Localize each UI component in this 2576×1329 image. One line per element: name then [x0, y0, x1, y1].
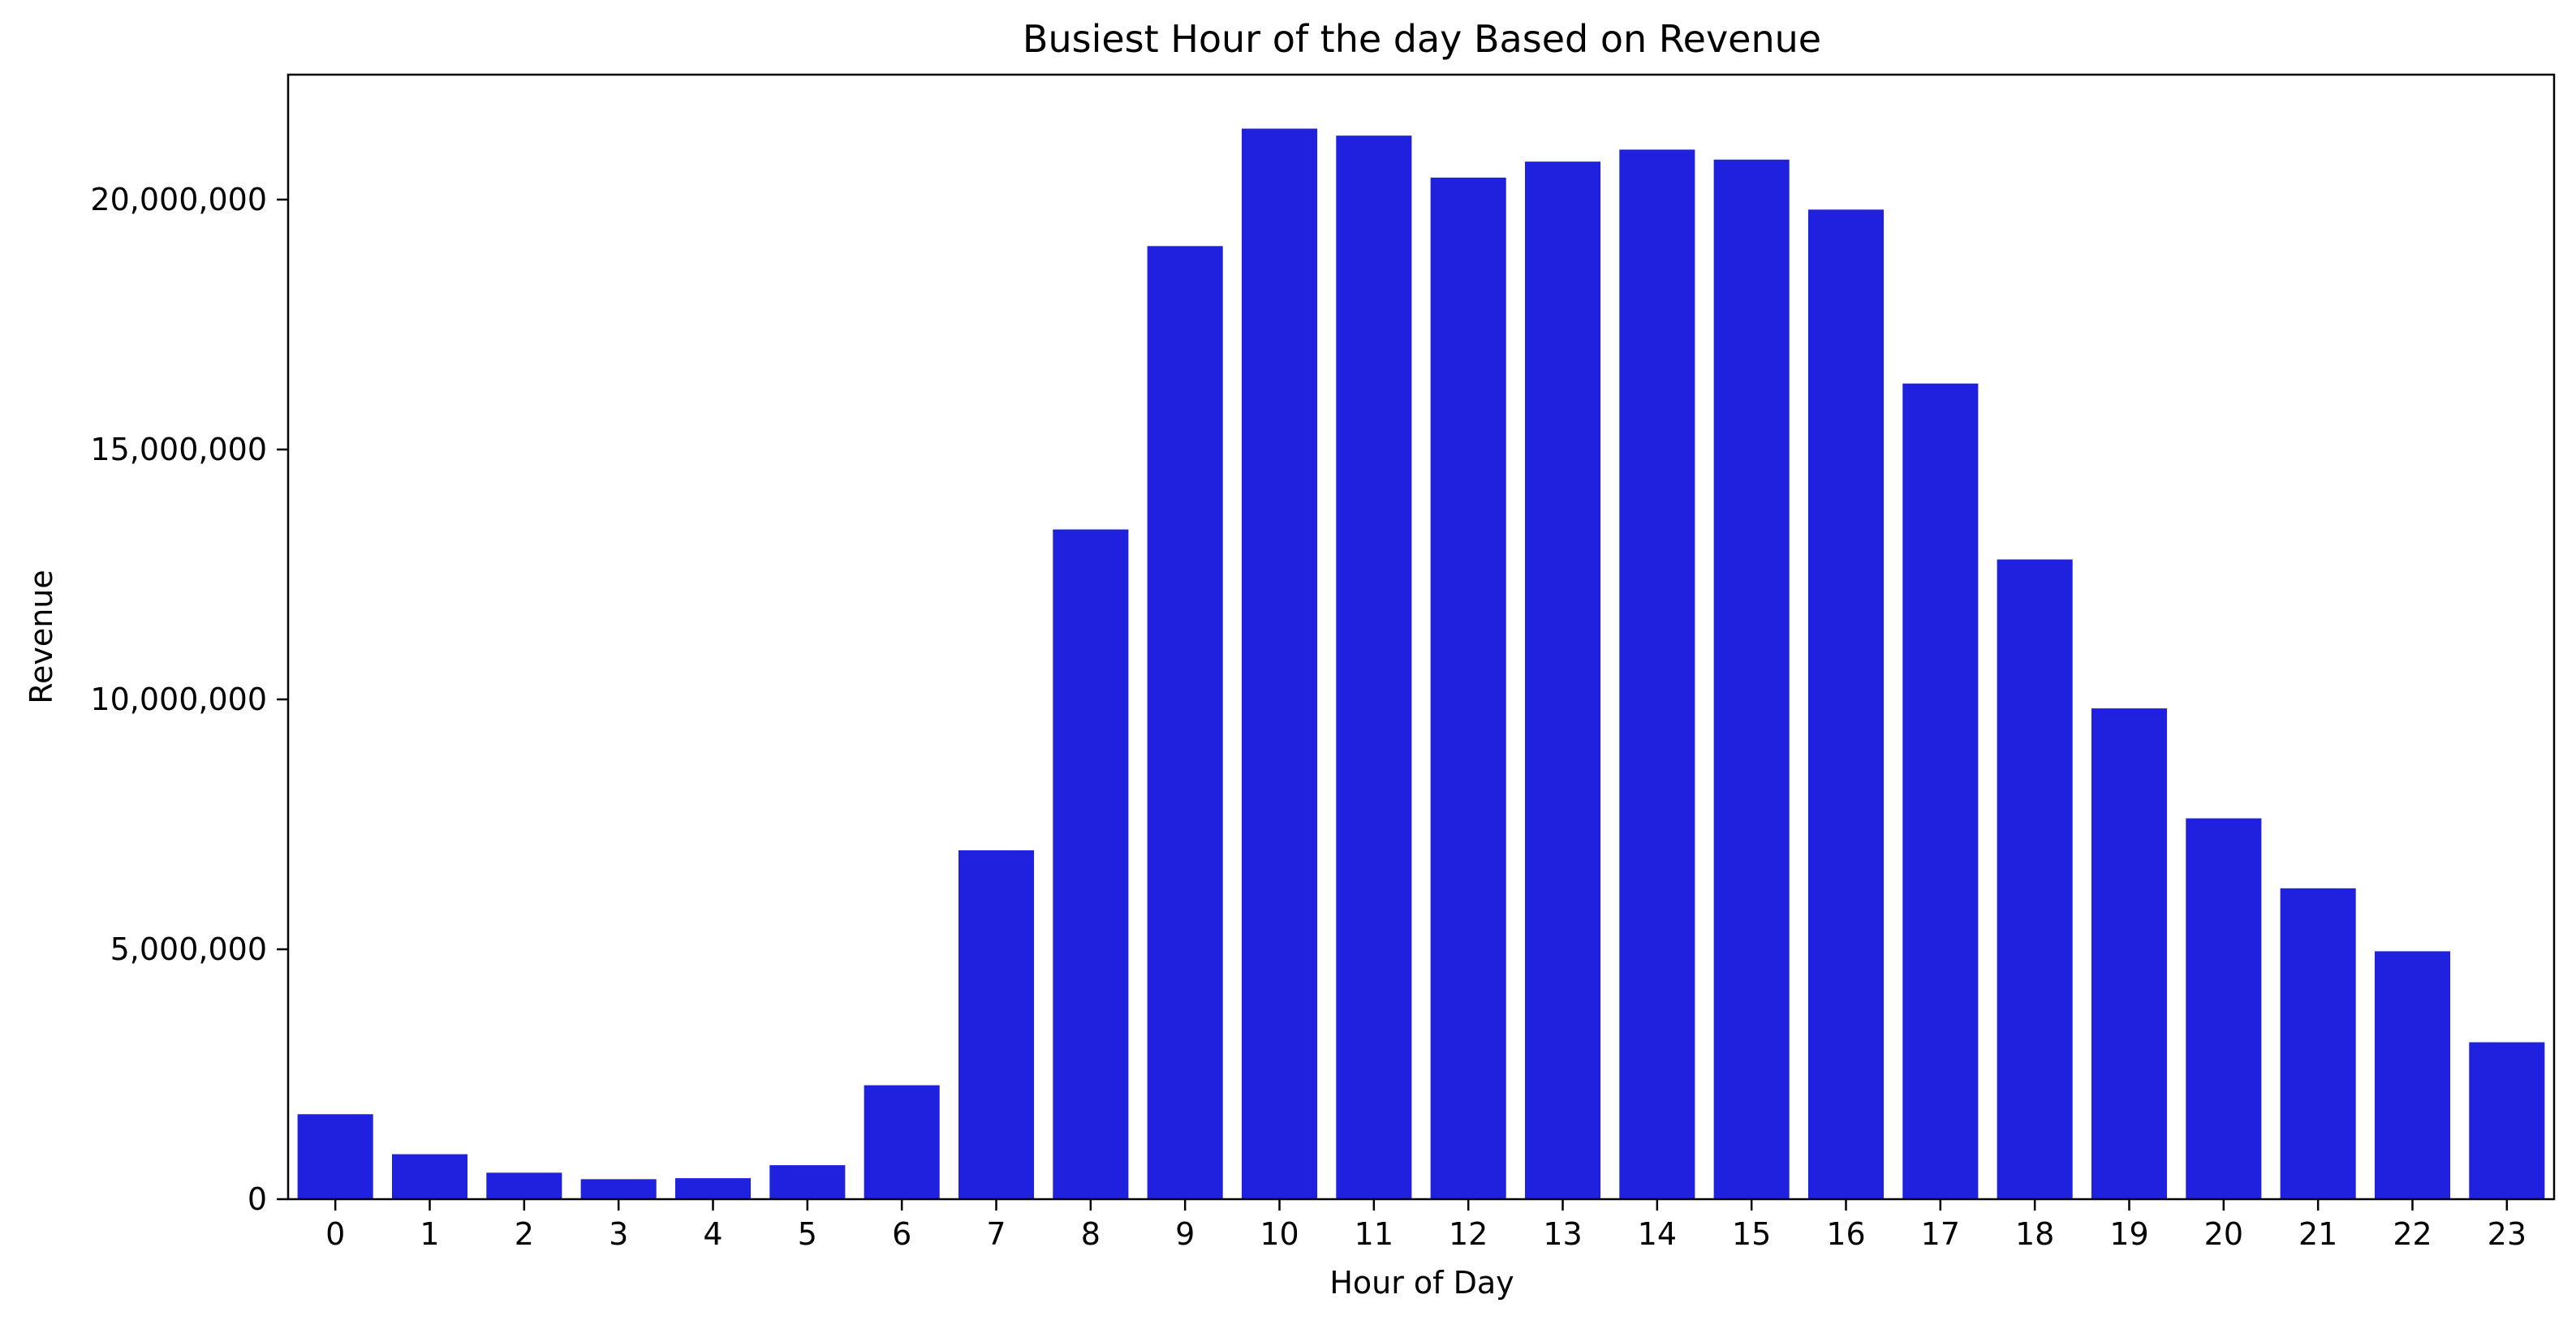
y-tick-label: 5,000,000 — [110, 931, 267, 967]
x-axis-label: Hour of Day — [1329, 1265, 1514, 1301]
y-tick-label: 15,000,000 — [90, 432, 267, 467]
y-tick-label: 0 — [248, 1181, 267, 1217]
plot-frame — [286, 73, 2556, 1201]
bar-hour-0 — [297, 1114, 373, 1199]
x-tick-label: 11 — [1355, 1216, 1394, 1252]
x-tick-label: 22 — [2393, 1216, 2432, 1252]
y-tick-label: 10,000,000 — [90, 682, 267, 717]
bar-hour-10 — [1241, 128, 1318, 1199]
x-tick-label: 23 — [2488, 1216, 2526, 1252]
bar-hour-12 — [1430, 177, 1506, 1199]
bar-hour-4 — [674, 1178, 752, 1199]
bar-hour-17 — [1902, 383, 1979, 1199]
bar-hour-15 — [1713, 159, 1790, 1200]
bar-hour-16 — [1807, 209, 1885, 1199]
bar-hour-2 — [486, 1172, 562, 1199]
bar-hour-22 — [2374, 951, 2451, 1199]
bar-hour-21 — [2280, 888, 2356, 1199]
bar-hour-5 — [769, 1165, 846, 1199]
x-tick-label: 6 — [892, 1216, 911, 1252]
x-tick-label: 13 — [1543, 1216, 1582, 1252]
x-tick-label: 4 — [703, 1216, 722, 1252]
chart-title: Busiest Hour of the day Based on Revenue — [1023, 17, 1821, 61]
x-tick-label: 2 — [515, 1216, 534, 1252]
bar-hour-18 — [1997, 559, 2073, 1199]
x-tick-label: 14 — [1638, 1216, 1677, 1252]
bar-hour-23 — [2469, 1042, 2545, 1199]
x-tick-label: 12 — [1449, 1216, 1488, 1252]
x-tick-label: 18 — [2015, 1216, 2054, 1252]
bar-hour-20 — [2186, 818, 2262, 1199]
bar-hour-7 — [958, 850, 1035, 1199]
x-tick-label: 20 — [2204, 1216, 2243, 1252]
x-tick-label: 3 — [609, 1216, 628, 1252]
x-tick-label: 19 — [2109, 1216, 2148, 1252]
x-tick-label: 5 — [798, 1216, 817, 1252]
x-tick-label: 10 — [1260, 1216, 1299, 1252]
x-tick-label: 0 — [325, 1216, 345, 1252]
bar-hour-11 — [1336, 135, 1412, 1199]
bar-hour-3 — [580, 1179, 657, 1199]
x-tick-label: 9 — [1175, 1216, 1195, 1252]
bar-hour-8 — [1053, 529, 1129, 1199]
x-tick-label: 16 — [1826, 1216, 1865, 1252]
bar-hour-9 — [1147, 246, 1223, 1199]
bar-hour-6 — [864, 1085, 940, 1199]
bars-group — [297, 128, 2545, 1200]
bar-hour-14 — [1619, 149, 1695, 1199]
x-tick-label: 1 — [420, 1216, 439, 1252]
bar-hour-1 — [391, 1154, 468, 1199]
y-tick-label: 20,000,000 — [90, 182, 267, 217]
x-tick-label: 8 — [1081, 1216, 1101, 1252]
bar-hour-13 — [1524, 161, 1601, 1200]
x-tick-label: 17 — [1921, 1216, 1960, 1252]
y-axis-label: Revenue — [24, 570, 59, 704]
bar-hour-19 — [2091, 708, 2168, 1199]
x-axis-ticks: 0 1 2 3 4 5 6 7 8 9 10 11 12 13 14 15 16 17 18 19 20 21 22 23 — [325, 1199, 2526, 1252]
x-tick-label: 15 — [1732, 1216, 1771, 1252]
y-axis-ticks: 0 5,000,000 10,000,000 15,000,000 20,000,000 — [90, 182, 288, 1217]
x-tick-label: 21 — [2298, 1216, 2337, 1252]
x-tick-label: 7 — [986, 1216, 1006, 1252]
